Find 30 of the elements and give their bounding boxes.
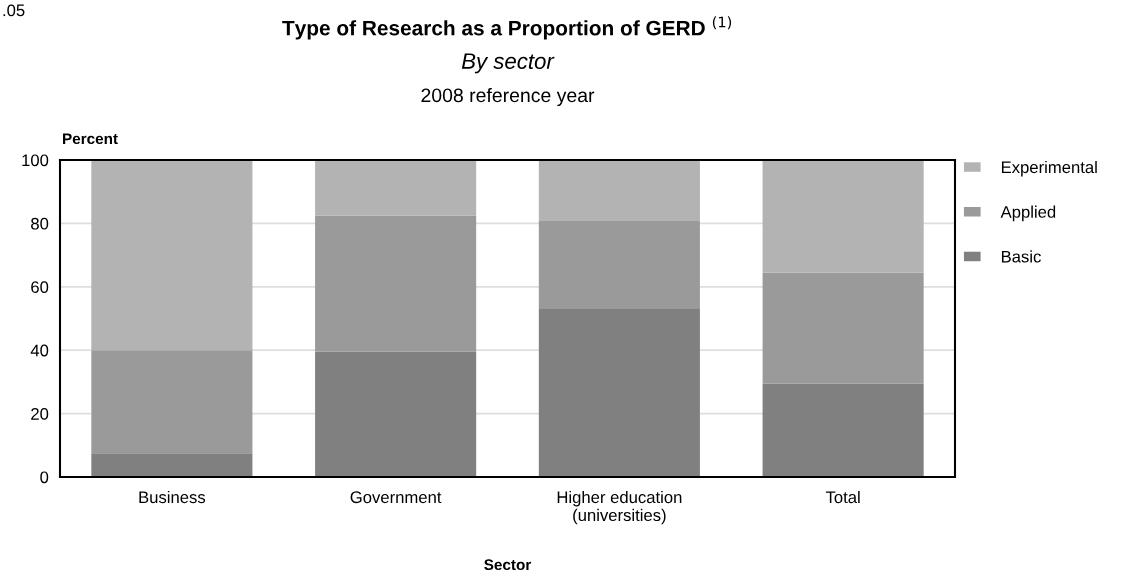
legend-label: Applied: [1000, 205, 1056, 222]
x-tick-label: Government: [350, 491, 442, 504]
y-tick-label: 20: [31, 408, 49, 420]
y-tick-label: 100: [22, 154, 49, 167]
legend-label: Basic: [1001, 250, 1041, 263]
chart-subtitle: By sector 2008 reference year: [421, 53, 595, 107]
y-tick-label: 60: [31, 281, 49, 293]
bar: [91, 350, 253, 454]
y-tick-label: 80: [31, 217, 49, 230]
y-tick-label: 40: [30, 344, 49, 357]
text: .05: [3, 4, 25, 17]
bar: [538, 220, 700, 309]
x-tick-label: Business: [139, 490, 206, 504]
bar: [315, 351, 477, 477]
bar: [538, 308, 700, 477]
x-tick-label: Total: [825, 490, 860, 504]
x-axis-title: Sector: [484, 559, 532, 571]
bar: [91, 453, 253, 477]
y-tick-label: 0: [40, 471, 49, 484]
bar: [91, 160, 253, 351]
bar: [315, 215, 477, 352]
bar: [762, 272, 924, 384]
legend-label: Experimental: [1001, 160, 1097, 177]
chart-title: Type of Research as a Proportion of GERD $^{(1)}$: [282, 16, 732, 40]
x-tick-label: Higher education (universities): [557, 490, 682, 525]
y-axis-title: Percent: [63, 133, 118, 145]
bar: [762, 160, 924, 273]
bar: [315, 160, 477, 216]
bar: [762, 383, 924, 477]
bar: [538, 160, 700, 221]
